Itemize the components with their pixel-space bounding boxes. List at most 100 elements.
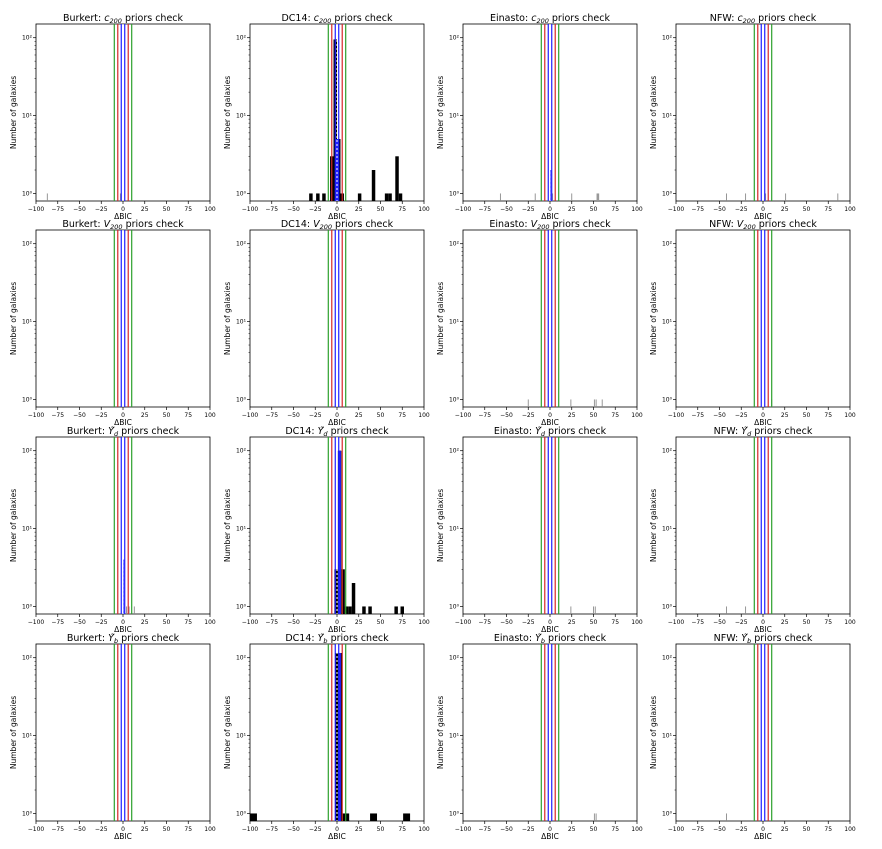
title-suffix: priors check — [331, 13, 393, 24]
title-subscript: b — [747, 637, 751, 645]
x-tick-label: 25 — [355, 206, 363, 213]
histogram-bar — [309, 193, 313, 201]
histogram-bar — [357, 193, 362, 201]
x-tick-label: 100 — [418, 412, 430, 419]
y-tick-label: 10¹ — [236, 113, 247, 120]
y-tick-label: 10⁰ — [236, 190, 247, 197]
y-tick-label: 10¹ — [22, 733, 33, 740]
title-param: c — [104, 13, 110, 24]
x-tick-label: 75 — [398, 206, 406, 213]
x-tick-label: 25 — [141, 206, 149, 213]
title-method: NFW: — [709, 219, 737, 230]
histogram-bar — [388, 193, 392, 201]
x-tick-label: 0 — [121, 619, 125, 626]
title-suffix: priors check — [545, 426, 607, 437]
y-tick-label: 10⁰ — [22, 810, 33, 817]
title-param: Υ̃ — [535, 633, 542, 644]
x-tick-label: −25 — [522, 412, 535, 419]
subplot-title: Einasto: c200 priors check — [490, 13, 610, 25]
histogram-bar — [499, 193, 501, 201]
subplot-einasto-2: −100 −75 −50 −25 0 25 50 75 100 10⁰ 10¹ 10² Einasto:… — [436, 426, 643, 634]
y-tick-label: 10¹ — [662, 733, 673, 740]
x-tick-label: 25 — [568, 619, 576, 626]
x-tick-label: 100 — [631, 826, 643, 833]
histogram-bar — [550, 170, 552, 201]
x-axis-label: ΔBIC — [541, 212, 559, 221]
y-tick-label: 10² — [236, 35, 247, 42]
y-tick-label: 10⁰ — [662, 810, 673, 817]
title-param: Υ̃ — [318, 426, 325, 437]
subplot-einasto-3: −100 −75 −50 −25 0 25 50 75 100 10⁰ 10¹ 10² Einasto:… — [436, 633, 643, 841]
y-tick-label: 10¹ — [236, 733, 247, 740]
x-tick-label: 100 — [204, 206, 216, 213]
title-method: Einasto: — [489, 219, 530, 230]
x-tick-label: 75 — [611, 619, 619, 626]
y-tick-label: 10⁰ — [662, 396, 673, 403]
x-tick-label: 25 — [355, 826, 363, 833]
title-subscript: b — [114, 637, 118, 645]
x-tick-label: −75 — [478, 412, 491, 419]
y-tick-label: 10² — [662, 655, 673, 662]
x-tick-label: 50 — [377, 412, 385, 419]
x-axis-label: ΔBIC — [114, 212, 132, 221]
title-subscript: d — [323, 430, 328, 438]
x-tick-label: 50 — [163, 412, 171, 419]
x-tick-label: −75 — [51, 206, 64, 213]
y-axis-label: Number of galaxies — [649, 282, 658, 355]
histogram-bar — [334, 569, 338, 614]
x-tick-label: −25 — [95, 619, 108, 626]
x-tick-label: −75 — [691, 412, 704, 419]
y-tick-label: 10² — [662, 241, 673, 248]
title-subscript: 200 — [537, 223, 549, 231]
x-tick-label: −25 — [735, 206, 748, 213]
title-suffix: priors check — [328, 426, 390, 437]
histogram-bar — [596, 193, 600, 201]
title-method: Burkert: — [62, 219, 103, 230]
x-tick-label: 50 — [163, 826, 171, 833]
x-tick-label: −75 — [478, 826, 491, 833]
y-tick-label: 10² — [449, 655, 460, 662]
x-tick-label: 50 — [803, 412, 811, 419]
x-tick-label: 25 — [781, 412, 789, 419]
x-tick-label: −25 — [309, 412, 322, 419]
x-tick-label: −25 — [735, 412, 748, 419]
histogram-bar — [570, 399, 572, 407]
title-subscript: 200 — [110, 223, 122, 231]
histogram-bar — [126, 606, 127, 614]
y-tick-label: 10⁰ — [662, 603, 673, 610]
x-tick-label: −100 — [668, 619, 685, 626]
x-tick-label: −100 — [455, 619, 472, 626]
histogram-bar — [745, 606, 747, 614]
x-tick-label: 75 — [824, 412, 832, 419]
x-tick-label: −25 — [522, 826, 535, 833]
x-tick-label: 25 — [141, 826, 149, 833]
y-tick-label: 10⁰ — [236, 396, 247, 403]
x-tick-label: −100 — [28, 412, 45, 419]
x-axis-label: ΔBIC — [328, 418, 346, 427]
title-method: Einasto: — [494, 633, 535, 644]
x-tick-label: 0 — [548, 619, 552, 626]
title-param: V — [531, 219, 539, 230]
histogram-bar — [370, 813, 378, 821]
y-tick-label: 10¹ — [449, 319, 460, 326]
x-tick-label: 50 — [377, 206, 385, 213]
y-tick-label: 10² — [22, 655, 33, 662]
x-tick-label: −75 — [691, 619, 704, 626]
x-tick-label: 0 — [335, 826, 339, 833]
x-tick-label: 75 — [824, 826, 832, 833]
x-tick-label: 75 — [611, 412, 619, 419]
histogram-bar — [570, 606, 572, 614]
x-tick-label: 50 — [590, 206, 598, 213]
x-tick-label: −50 — [73, 206, 86, 213]
x-tick-label: 100 — [844, 206, 856, 213]
x-tick-label: 0 — [335, 619, 339, 626]
title-subscript: d — [114, 430, 119, 438]
title-suffix: priors check — [751, 633, 813, 644]
histogram-bar — [348, 606, 352, 614]
x-tick-label: 50 — [377, 826, 385, 833]
y-axis-label: Number of galaxies — [223, 696, 232, 769]
x-tick-label: −100 — [455, 826, 472, 833]
x-axis-label: ΔBIC — [541, 418, 559, 427]
x-tick-label: 25 — [781, 826, 789, 833]
x-axis-label: ΔBIC — [114, 625, 132, 634]
